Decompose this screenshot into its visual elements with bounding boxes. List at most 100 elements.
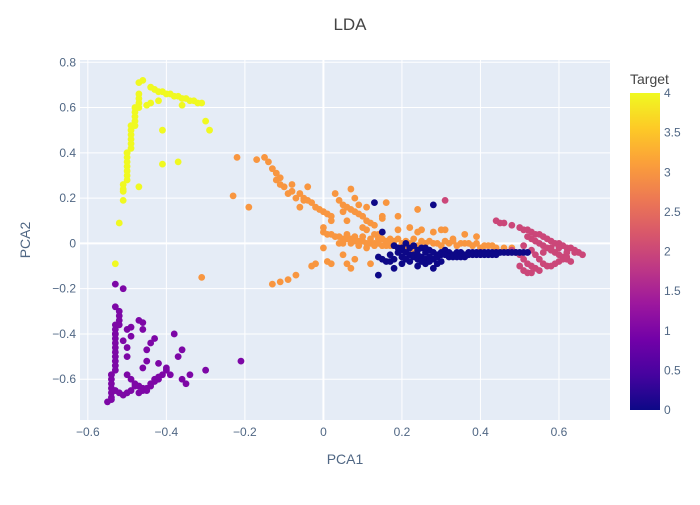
data-point[interactable] (524, 233, 531, 241)
data-point[interactable] (162, 364, 170, 372)
data-point[interactable] (457, 239, 465, 247)
data-point[interactable] (253, 156, 261, 164)
data-point[interactable] (229, 192, 237, 200)
data-point[interactable] (308, 199, 316, 207)
data-point[interactable] (378, 228, 386, 236)
data-point[interactable] (127, 144, 135, 152)
data-point[interactable] (532, 251, 539, 259)
data-point[interactable] (123, 149, 131, 157)
data-point[interactable] (351, 194, 359, 202)
data-point[interactable] (402, 239, 410, 247)
data-point[interactable] (123, 176, 131, 184)
data-point[interactable] (151, 335, 158, 342)
data-point[interactable] (292, 194, 300, 202)
data-point[interactable] (155, 373, 162, 381)
data-point[interactable] (265, 158, 272, 166)
data-point[interactable] (374, 235, 382, 243)
data-point[interactable] (296, 203, 304, 211)
data-point[interactable] (276, 278, 284, 286)
data-point[interactable] (178, 101, 186, 109)
data-point[interactable] (139, 326, 147, 333)
data-point[interactable] (371, 199, 378, 207)
data-point[interactable] (147, 339, 155, 347)
data-point[interactable] (426, 237, 433, 245)
data-point[interactable] (320, 244, 327, 252)
data-point[interactable] (119, 337, 127, 345)
data-point[interactable] (276, 181, 284, 188)
data-point[interactable] (115, 219, 123, 227)
data-point[interactable] (166, 371, 174, 379)
data-point[interactable] (339, 208, 347, 216)
data-point[interactable] (335, 196, 343, 204)
data-point[interactable] (143, 357, 151, 365)
data-point[interactable] (429, 228, 437, 236)
data-point[interactable] (374, 271, 382, 279)
data-point[interactable] (579, 251, 586, 259)
data-point[interactable] (174, 158, 182, 166)
data-point[interactable] (492, 251, 500, 259)
data-point[interactable] (331, 190, 339, 197)
data-point[interactable] (135, 183, 143, 191)
data-point[interactable] (433, 239, 441, 247)
data-point[interactable] (108, 371, 115, 379)
data-point[interactable] (111, 366, 119, 374)
data-point[interactable] (382, 199, 390, 207)
data-point[interactable] (339, 239, 347, 247)
data-point[interactable] (571, 249, 579, 256)
data-point[interactable] (473, 239, 480, 247)
data-point[interactable] (441, 237, 449, 245)
data-point[interactable] (418, 258, 425, 265)
data-point[interactable] (304, 183, 312, 191)
data-point[interactable] (143, 346, 151, 354)
data-point[interactable] (355, 201, 363, 209)
data-point[interactable] (127, 387, 135, 394)
data-point[interactable] (449, 235, 457, 243)
data-point[interactable] (567, 258, 575, 265)
data-point[interactable] (351, 255, 359, 263)
data-point[interactable] (343, 217, 351, 225)
data-point[interactable] (288, 181, 296, 188)
data-point[interactable] (127, 323, 135, 331)
data-point[interactable] (441, 196, 449, 204)
data-point[interactable] (347, 239, 355, 247)
data-point[interactable] (351, 233, 359, 241)
data-point[interactable] (441, 226, 449, 234)
data-point[interactable] (111, 280, 119, 288)
data-point[interactable] (414, 262, 422, 270)
data-point[interactable] (402, 255, 410, 263)
data-point[interactable] (398, 244, 406, 252)
data-point[interactable] (308, 262, 316, 270)
data-point[interactable] (135, 316, 143, 324)
data-point[interactable] (528, 269, 535, 277)
data-point[interactable] (272, 169, 280, 177)
data-point[interactable] (284, 276, 292, 284)
data-point[interactable] (268, 165, 276, 173)
data-point[interactable] (261, 153, 268, 161)
data-point[interactable] (394, 249, 402, 256)
data-point[interactable] (339, 251, 347, 259)
data-point[interactable] (386, 251, 394, 259)
data-point[interactable] (300, 196, 308, 204)
data-point[interactable] (363, 244, 370, 252)
data-point[interactable] (429, 264, 437, 272)
data-point[interactable] (410, 235, 418, 243)
data-point[interactable] (429, 201, 437, 209)
data-point[interactable] (198, 273, 206, 281)
data-point[interactable] (206, 126, 213, 134)
data-point[interactable] (359, 233, 367, 241)
data-point[interactable] (268, 280, 276, 288)
data-point[interactable] (359, 212, 367, 220)
data-point[interactable] (237, 357, 245, 365)
data-point[interactable] (539, 249, 547, 256)
data-point[interactable] (555, 244, 563, 252)
data-point[interactable] (422, 244, 429, 252)
data-point[interactable] (406, 224, 414, 231)
data-point[interactable] (182, 380, 190, 388)
data-point[interactable] (327, 260, 335, 268)
data-point[interactable] (433, 260, 441, 268)
data-point[interactable] (174, 353, 182, 361)
data-point[interactable] (473, 233, 480, 241)
data-point[interactable] (127, 122, 135, 130)
data-point[interactable] (535, 267, 543, 274)
data-point[interactable] (520, 242, 528, 250)
